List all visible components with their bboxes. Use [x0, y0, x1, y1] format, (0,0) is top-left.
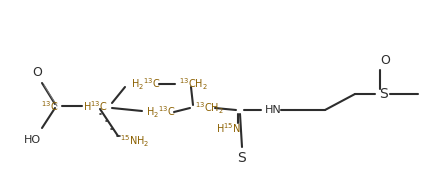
- Text: HN: HN: [264, 105, 281, 115]
- Text: $^{13}$CH$_2$: $^{13}$CH$_2$: [194, 100, 224, 116]
- Text: $^{13}$C: $^{13}$C: [41, 99, 59, 113]
- Text: H$_2$$^{13}$C: H$_2$$^{13}$C: [146, 104, 176, 120]
- Text: $^{15}$NH$_2$: $^{15}$NH$_2$: [120, 133, 148, 149]
- Text: H$^{13}$C: H$^{13}$C: [83, 99, 107, 113]
- Text: HO: HO: [23, 135, 40, 145]
- Text: S: S: [380, 87, 389, 101]
- Text: O: O: [380, 53, 390, 67]
- Text: H$^{15}$N: H$^{15}$N: [216, 121, 240, 135]
- Text: H$_2$$^{13}$C: H$_2$$^{13}$C: [131, 76, 161, 92]
- Text: O: O: [32, 67, 42, 80]
- Text: S: S: [238, 151, 246, 165]
- Text: $^{13}$CH$_2$: $^{13}$CH$_2$: [179, 76, 207, 92]
